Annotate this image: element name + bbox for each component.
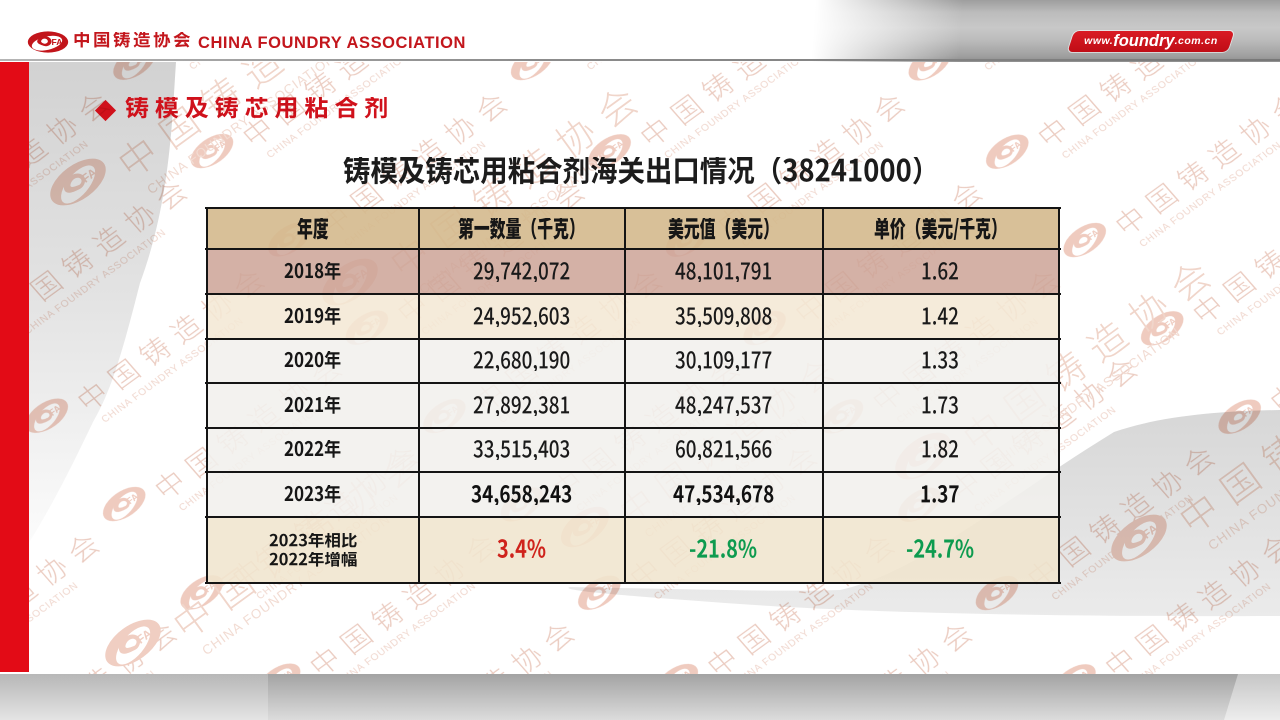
svg-text:FA: FA	[52, 37, 63, 47]
